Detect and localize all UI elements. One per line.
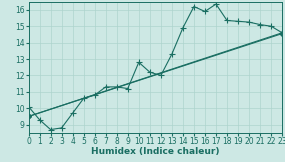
X-axis label: Humidex (Indice chaleur): Humidex (Indice chaleur) [91, 147, 219, 156]
